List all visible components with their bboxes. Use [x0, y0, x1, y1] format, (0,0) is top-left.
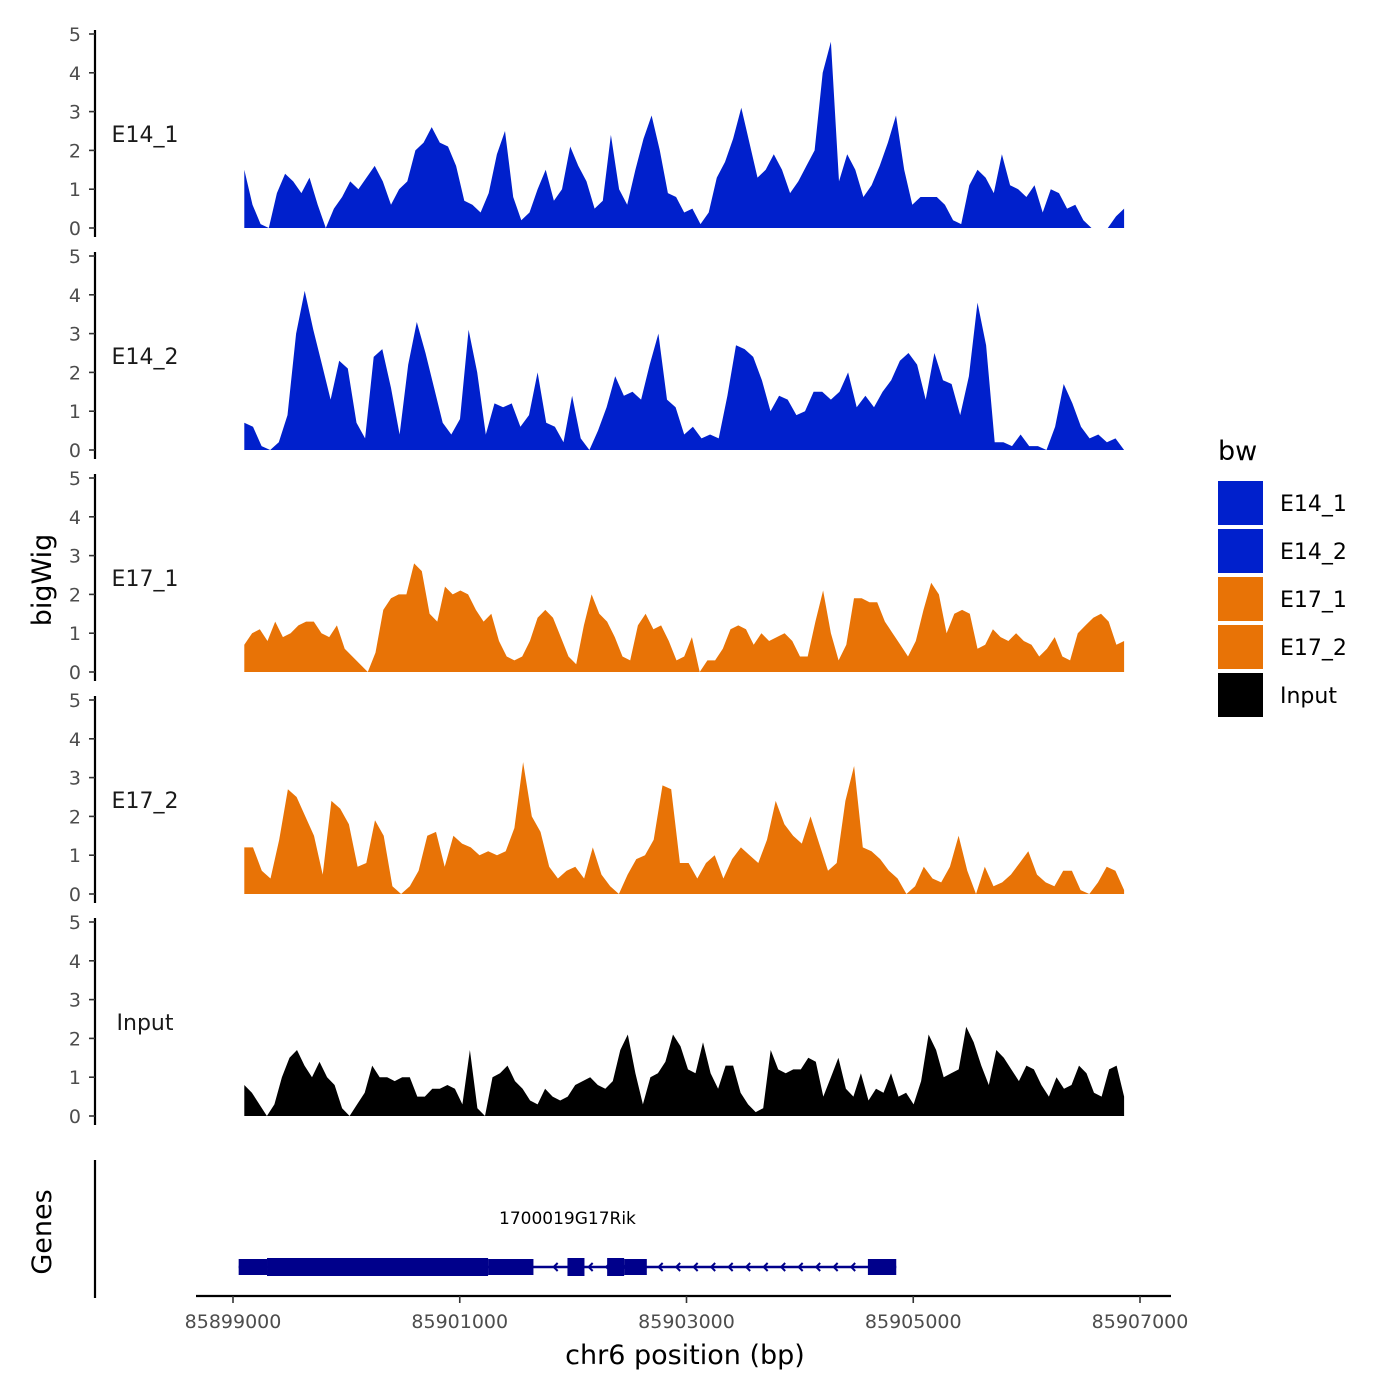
strand-arrow: [587, 1262, 594, 1272]
y-tick-label: 3: [69, 990, 81, 1012]
track-E14_1: 0 1 2 3 4 5 E14_1: [69, 24, 1125, 240]
legend-key-E17_2: [1218, 625, 1263, 669]
track-label: E14_1: [112, 123, 179, 148]
y-tick-label: 3: [69, 768, 81, 790]
y-tick-label: 5: [69, 468, 81, 490]
legend-label: E17_1: [1280, 588, 1347, 613]
coverage-tracks: 0 1 2 3 4 5 E14_1 0 1 2 3 4 5 E14_2 0 1 2 3 4 5 E17_1 0 1 2 3 4 5 E…: [69, 24, 1125, 1128]
coverage-area-E14_1: [244, 41, 1125, 228]
y-tick-label: 5: [69, 912, 81, 934]
gene-track: 1700019G17Rik: [93, 1160, 897, 1298]
y-tick-label: 5: [69, 24, 81, 46]
strand-arrow: [779, 1262, 786, 1272]
gene-exon: [867, 1259, 897, 1275]
y-tick-label: 3: [69, 546, 81, 568]
coverage-area-E17_1: [244, 563, 1125, 672]
x-tick-label: 85907000: [1092, 1311, 1189, 1333]
y-tick-label: 4: [69, 507, 81, 529]
strand-arrow: [552, 1262, 559, 1272]
x-tick-label: 85905000: [865, 1311, 962, 1333]
y-tick-label: 0: [69, 218, 81, 240]
y-tick-label: 1: [69, 623, 81, 645]
coverage-area-E14_2: [244, 290, 1125, 450]
track-label: Input: [117, 1011, 174, 1036]
strand-arrow: [744, 1262, 751, 1272]
y-tick-label: 2: [69, 362, 81, 384]
track-E17_2: 0 1 2 3 4 5 E17_2: [69, 690, 1125, 906]
gene-exon: [607, 1258, 625, 1276]
gene-name-label: 1700019G17Rik: [499, 1209, 636, 1229]
coverage-area-E17_2: [244, 762, 1125, 894]
gene-exon: [624, 1259, 647, 1275]
y-tick-label: 1: [69, 401, 81, 423]
gene-exon: [238, 1259, 268, 1275]
legend-label: E14_1: [1280, 492, 1347, 517]
y-tick-label: 0: [69, 884, 81, 906]
gene-exon: [267, 1258, 489, 1276]
y-tick-label: 1: [69, 845, 81, 867]
track-E17_1: 0 1 2 3 4 5 E17_1: [69, 468, 1125, 684]
legend-key-E14_2: [1218, 529, 1263, 573]
y-axis-title: bigWig: [27, 534, 58, 627]
legend-title: bw: [1218, 436, 1257, 467]
y-tick-label: 0: [69, 440, 81, 462]
y-tick-label: 4: [69, 951, 81, 973]
y-tick-label: 2: [69, 806, 81, 828]
y-tick-label: 1: [69, 179, 81, 201]
strand-arrow: [814, 1262, 821, 1272]
track-E14_2: 0 1 2 3 4 5 E14_2: [69, 246, 1125, 462]
y-tick-label: 4: [69, 729, 81, 751]
legend-label: Input: [1280, 684, 1337, 709]
y-tick-label: 1: [69, 1067, 81, 1089]
y-tick-label: 4: [69, 285, 81, 307]
coverage-area-Input: [244, 1026, 1125, 1116]
y-tick-label: 2: [69, 140, 81, 162]
strand-arrow: [727, 1262, 734, 1272]
strand-arrow: [797, 1262, 804, 1272]
y-tick-label: 5: [69, 246, 81, 268]
track-label: E17_1: [112, 567, 179, 592]
y-tick-label: 4: [69, 63, 81, 85]
y-tick-label: 3: [69, 324, 81, 346]
track-label: E14_2: [112, 345, 179, 370]
x-tick-label: 85901000: [411, 1311, 508, 1333]
x-tick-label: 85903000: [638, 1311, 735, 1333]
track-Input: 0 1 2 3 4 5 Input: [69, 912, 1125, 1128]
x-axis-title: chr6 position (bp): [565, 1340, 805, 1371]
legend: bw E14_1 E14_2 E17_1 E17_2 Input: [1218, 436, 1347, 717]
gene-track-title: Genes: [27, 1189, 58, 1274]
legend-key-Input: [1218, 673, 1263, 717]
strand-arrow: [762, 1262, 769, 1272]
y-tick-label: 2: [69, 584, 81, 606]
track-label: E17_2: [112, 789, 179, 814]
legend-key-E14_1: [1218, 481, 1263, 525]
strand-arrow: [709, 1262, 716, 1272]
strand-arrow: [692, 1262, 699, 1272]
legend-key-E17_1: [1218, 577, 1263, 621]
y-tick-label: 0: [69, 662, 81, 684]
gene-exon: [488, 1259, 534, 1275]
strand-arrow: [657, 1262, 664, 1272]
strand-arrow: [832, 1262, 839, 1272]
x-tick-label: 85899000: [185, 1311, 282, 1333]
x-axis: 85899000 85901000 85903000 85905000 85907000: [185, 1294, 1189, 1333]
gene-exon: [567, 1258, 585, 1276]
y-tick-label: 3: [69, 102, 81, 124]
legend-label: E14_2: [1280, 540, 1347, 565]
y-tick-label: 2: [69, 1028, 81, 1050]
strand-arrow: [674, 1262, 681, 1272]
strand-arrow: [849, 1262, 856, 1272]
y-tick-label: 5: [69, 690, 81, 712]
y-tick-label: 0: [69, 1106, 81, 1128]
legend-label: E17_2: [1280, 636, 1347, 661]
